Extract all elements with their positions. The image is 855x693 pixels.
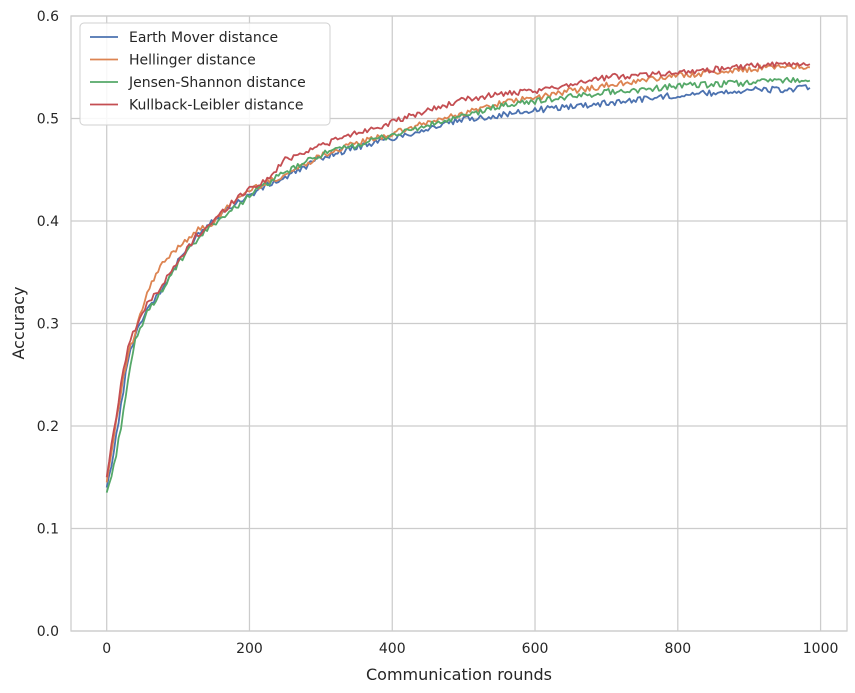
legend-label: Kullback-Leibler distance: [129, 98, 303, 114]
y-tick-label: 0.6: [37, 9, 59, 25]
x-tick-label: 600: [522, 641, 549, 657]
y-tick-label: 0.4: [37, 214, 59, 230]
grid-lines: [71, 15, 847, 632]
series-lines: [105, 61, 811, 493]
plot-frame: [70, 15, 848, 632]
legend-label: Jensen-Shannon distance: [128, 75, 306, 91]
y-tick-label: 0.3: [37, 317, 59, 333]
legend-label: Earth Mover distance: [129, 30, 278, 46]
legend: Earth Mover distance Hellinger distance Je…: [79, 22, 331, 126]
legend-box: [79, 22, 331, 126]
x-tick-label: 1000: [803, 641, 839, 657]
y-tick-label: 0.1: [37, 522, 59, 538]
y-axis-label: Accuracy: [9, 286, 28, 359]
y-tick-label: 0.5: [37, 112, 59, 128]
series-line-4: [105, 61, 811, 478]
y-tick-label: 0.2: [37, 419, 59, 435]
x-axis-label: Communication rounds: [366, 665, 552, 684]
series-line-3: [105, 76, 811, 493]
y-tick-label: 0.0: [37, 624, 59, 640]
x-tick-label: 400: [379, 641, 406, 657]
x-tick-label: 0: [102, 641, 111, 657]
tick-labels: 0 200 400 600 800 1000 0.0 0.1 0.2 0.3 0.4 0.5 0.6: [37, 9, 839, 657]
x-tick-label: 800: [664, 641, 691, 657]
series-line-1: [105, 84, 811, 488]
x-tick-label: 200: [236, 641, 263, 657]
legend-label: Hellinger distance: [129, 53, 256, 69]
